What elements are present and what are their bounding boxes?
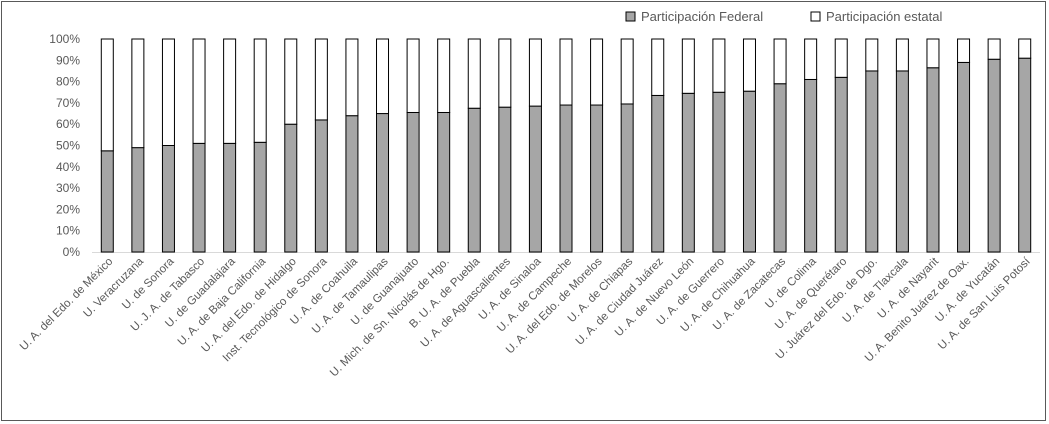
bar-estatal [590,38,604,106]
bar-estatal [773,38,787,85]
bar-estatal [651,38,665,96]
bar-federal [223,142,237,253]
bar-estatal [406,38,420,113]
bar-federal [192,142,206,253]
bar-federal [651,94,665,253]
bar-federal [742,90,756,253]
bar-federal [131,147,145,253]
bar-federal [161,145,175,253]
bar-federal [773,83,787,253]
bar-estatal [987,38,1001,60]
y-tick-label: 80% [56,75,80,89]
bar-estatal [376,38,390,115]
bar-estatal [100,38,114,152]
bar-estatal [528,38,542,107]
bar-estatal [437,38,451,113]
bar-federal [590,104,604,253]
bar-estatal [314,38,328,121]
bar-estatal [284,38,298,125]
bar-federal [957,61,971,253]
bar-estatal [467,38,481,109]
bar-estatal [895,38,909,72]
bar-federal [498,106,512,253]
y-tick-label: 0% [63,245,81,259]
bar-estatal [804,38,818,80]
bar-estatal [131,38,145,149]
bar-estatal [742,38,756,92]
bar-federal [681,92,695,253]
y-tick-label: 70% [56,96,80,110]
y-tick-label: 20% [56,202,80,216]
bar-estatal [223,38,237,144]
bar-federal [284,123,298,253]
bar-federal [528,105,542,253]
bar-estatal [345,38,359,117]
bar-federal [467,107,481,253]
bar-federal [865,70,879,253]
legend-label: Participación Federal [641,9,763,24]
bar-federal [559,104,573,253]
bar-estatal [192,38,206,144]
y-tick-label: 100% [49,32,80,46]
bar-estatal [957,38,971,63]
bar-federal [620,103,634,253]
bar-estatal [1018,38,1032,59]
bar-estatal [712,38,726,93]
y-tick-label: 40% [56,160,80,174]
legend-label: Participación estatal [826,9,942,24]
bar-estatal [865,38,879,72]
bar-estatal [559,38,573,106]
bar-estatal [681,38,695,94]
legend-swatch [810,11,821,22]
bar-federal [437,111,451,253]
bar-federal [314,119,328,253]
bar-estatal [834,38,848,78]
bar-federal [987,58,1001,253]
bar-estatal [620,38,634,105]
bar-federal [406,111,420,253]
legend-swatch [625,11,636,22]
bar-estatal [498,38,512,108]
bar-federal [100,150,114,253]
bar-estatal [161,38,175,146]
bar-estatal [253,38,267,143]
bar-federal [926,67,940,253]
bar-federal [376,113,390,253]
y-tick-label: 10% [56,224,80,238]
bar-federal [345,115,359,253]
bar-federal [712,91,726,253]
bar-federal [895,70,909,253]
bar-federal [1018,57,1032,253]
bar-federal [804,78,818,253]
bar-federal [834,76,848,253]
bar-estatal [926,38,940,69]
y-tick-label: 90% [56,53,80,67]
bar-federal [253,141,267,253]
y-tick-label: 60% [56,117,80,131]
y-tick-label: 50% [56,139,80,153]
y-tick-label: 30% [56,181,80,195]
